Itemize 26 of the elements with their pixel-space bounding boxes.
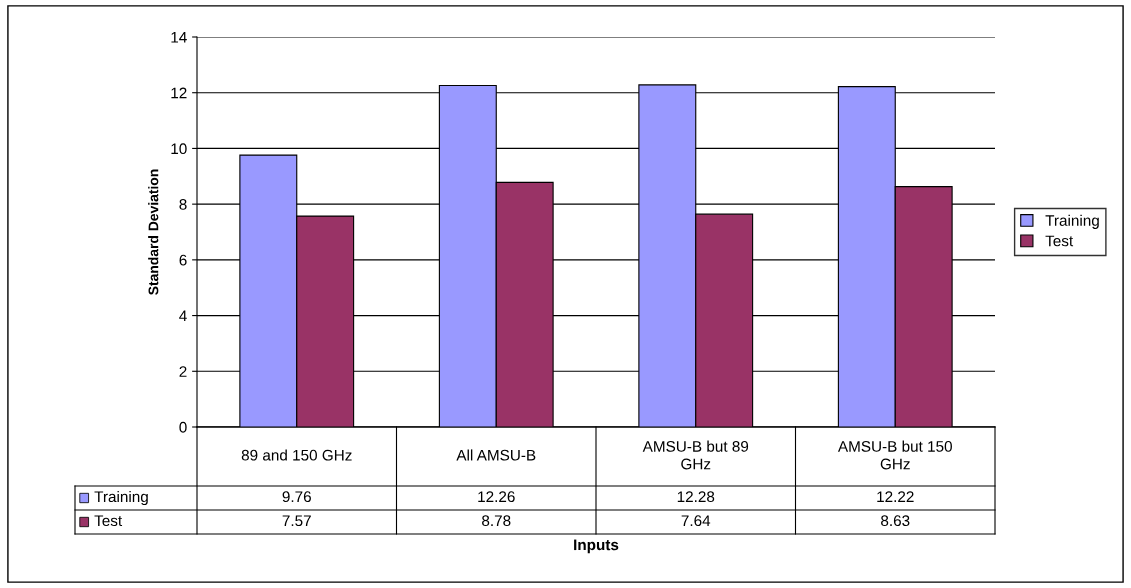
legend-label: Training bbox=[94, 490, 148, 506]
data-label: 7.64 bbox=[681, 515, 711, 527]
data-label: 12.28 bbox=[677, 491, 715, 503]
text: Test bbox=[94, 515, 123, 527]
y-axis-title: Standard Deviation bbox=[148, 169, 159, 295]
y-tick-label: 0 bbox=[179, 421, 187, 433]
x-tick-label: All AMSU-B bbox=[456, 449, 536, 461]
text: Training bbox=[1045, 214, 1099, 229]
y-tick-label: 8 bbox=[179, 199, 187, 210]
data-label: 8.63 bbox=[881, 515, 910, 527]
data-label: 9.76 bbox=[282, 491, 311, 503]
y-tick-label: 10 bbox=[171, 143, 187, 155]
y-tick-label: 12 bbox=[171, 87, 187, 99]
y-tick-label: 4 bbox=[179, 310, 187, 322]
data-label: 7.57 bbox=[282, 515, 311, 527]
data-label: 12.26 bbox=[478, 491, 515, 503]
x-tick-label: AMSU-B but 150 GHz bbox=[837, 440, 952, 470]
y-tick-label: 14 bbox=[171, 32, 187, 43]
data-label: 12.22 bbox=[877, 491, 914, 502]
y-tick-label: 2 bbox=[179, 366, 187, 377]
data-label: 8.78 bbox=[482, 515, 511, 527]
x-tick-label: AMSU-B but 89 GHz bbox=[642, 440, 749, 470]
x-tick-label: 89 and 150 GHz bbox=[241, 449, 352, 461]
x-axis-title: Inputs bbox=[574, 539, 619, 554]
legend-label: Test bbox=[1045, 235, 1074, 247]
y-tick-label: 6 bbox=[179, 254, 187, 266]
